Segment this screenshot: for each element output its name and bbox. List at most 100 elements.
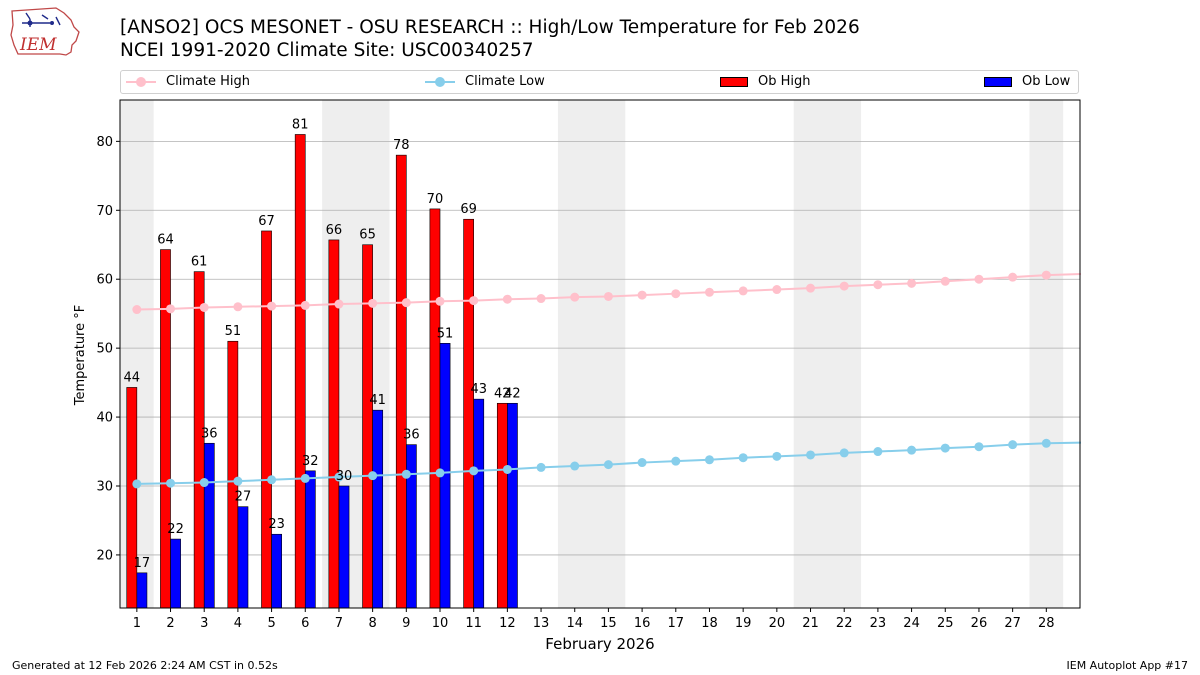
ob-high-value-label: 69 (460, 202, 477, 217)
app-identifier: IEM Autoplot App #17 (1066, 659, 1189, 672)
ob-high-bar (395, 154, 407, 609)
ob-high-swatch (720, 76, 748, 87)
x-tick-label: 11 (465, 616, 482, 631)
ob-high-value-label: 61 (191, 255, 208, 270)
climate-low-marker (603, 460, 613, 470)
x-tick-label: 2 (166, 616, 174, 631)
ob-low-bar (406, 444, 417, 609)
ob-high-value-label: 67 (258, 214, 275, 229)
climate-low-marker (1008, 440, 1018, 450)
ob-low-value-label: 22 (167, 522, 184, 537)
chart-title: [ANSO2] OCS MESONET - OSU RESEARCH :: Hi… (120, 17, 860, 38)
ob-high-bar (261, 230, 272, 609)
ob-high-bar (496, 402, 508, 609)
ob-high-bar (227, 340, 239, 609)
ob-low-value-label: 32 (302, 454, 319, 469)
climate-low-marker (267, 475, 277, 485)
x-tick-label: 19 (735, 616, 752, 631)
x-tick-label: 24 (903, 616, 920, 631)
climate-high-marker (267, 301, 277, 311)
legend-ob-high: Ob High (720, 74, 811, 89)
x-tick-label: 6 (301, 616, 309, 631)
legend-ob-low: Ob Low (984, 74, 1070, 89)
ob-low-bar (304, 470, 316, 609)
climate-low-marker (166, 478, 176, 488)
x-axis-label: February 2026 (545, 635, 654, 653)
ob-low-bar (473, 398, 485, 609)
x-tick-label: 25 (937, 616, 954, 631)
legend-climate-high: Climate High (126, 74, 250, 89)
climate-high-swatch (126, 76, 156, 88)
x-tick-label: 9 (402, 616, 410, 631)
climate-high-marker (1008, 272, 1018, 282)
x-tick-label: 1 (133, 616, 141, 631)
y-tick-label: 20 (96, 548, 113, 563)
y-tick-label: 30 (96, 479, 113, 494)
x-tick-label: 20 (769, 616, 786, 631)
y-tick-label: 40 (96, 411, 113, 426)
climate-low-marker (300, 473, 310, 483)
ob-low-bar (507, 402, 518, 609)
ob-high-bar (328, 239, 340, 609)
x-tick-label: 23 (870, 616, 887, 631)
ob-low-swatch (984, 76, 1012, 87)
ob-low-bar (203, 442, 215, 609)
climate-low-marker (368, 471, 378, 481)
climate-low-marker (469, 466, 479, 476)
climate-low-marker (704, 455, 714, 465)
ob-low-value-label: 36 (403, 428, 420, 443)
ob-low-bar (136, 572, 148, 609)
chart-legend: Climate High Climate Low Ob High Ob Low (120, 70, 1079, 94)
chart-subtitle: NCEI 1991-2020 Climate Site: USC00340257 (120, 40, 534, 61)
climate-high-marker (1041, 270, 1051, 280)
climate-low-marker (435, 468, 445, 478)
climate-high-marker (806, 283, 816, 293)
climate-high-marker (704, 287, 714, 297)
x-tick-label: 8 (368, 616, 376, 631)
ob-low-value-label: 41 (369, 393, 386, 408)
ob-high-value-label: 66 (326, 223, 343, 238)
ob-high-bar (463, 218, 474, 609)
climate-high-marker (334, 299, 344, 309)
ob-low-bar (170, 538, 181, 609)
x-tick-label: 13 (533, 616, 550, 631)
y-tick-label: 80 (96, 135, 113, 150)
legend-climate-low: Climate Low (425, 74, 545, 89)
climate-low-marker (1041, 438, 1051, 448)
climate-high-marker (940, 276, 950, 286)
plot-frame (119, 99, 1081, 609)
ob-low-value-label: 17 (134, 556, 151, 571)
generated-timestamp: Generated at 12 Feb 2026 2:24 AM CST in … (12, 659, 278, 672)
ob-low-value-label: 42 (504, 386, 521, 401)
climate-high-marker (772, 285, 782, 295)
climate-low-marker (570, 461, 580, 471)
climate-high-marker (974, 274, 984, 284)
climate-high-marker (671, 289, 681, 299)
climate-low-marker (334, 472, 344, 482)
ob-high-bar (126, 387, 138, 609)
ob-high-bar (160, 249, 171, 609)
legend-ob-high-label: Ob High (758, 74, 811, 89)
x-tick-label: 7 (335, 616, 343, 631)
x-tick-label: 27 (1004, 616, 1021, 631)
legend-ob-low-label: Ob Low (1022, 74, 1071, 89)
weekend-shade (557, 100, 626, 608)
x-tick-label: 5 (267, 616, 275, 631)
climate-high-marker (536, 294, 546, 304)
climate-low-marker (401, 469, 411, 479)
climate-high-marker (738, 286, 748, 296)
climate-low-marker (132, 479, 142, 489)
x-tick-label: 10 (432, 616, 449, 631)
x-tick-label: 18 (701, 616, 718, 631)
ob-low-value-label: 30 (336, 469, 353, 484)
climate-high-marker (166, 304, 176, 314)
iem-logo: IEM (10, 7, 80, 56)
climate-low-marker (839, 448, 849, 458)
ob-high-value-label: 42 (494, 386, 511, 401)
x-tick-label: 16 (634, 616, 651, 631)
logo-text: IEM (19, 35, 57, 55)
climate-high-marker (401, 298, 411, 308)
weekend-shade (793, 100, 862, 608)
climate-high-marker (132, 305, 142, 315)
